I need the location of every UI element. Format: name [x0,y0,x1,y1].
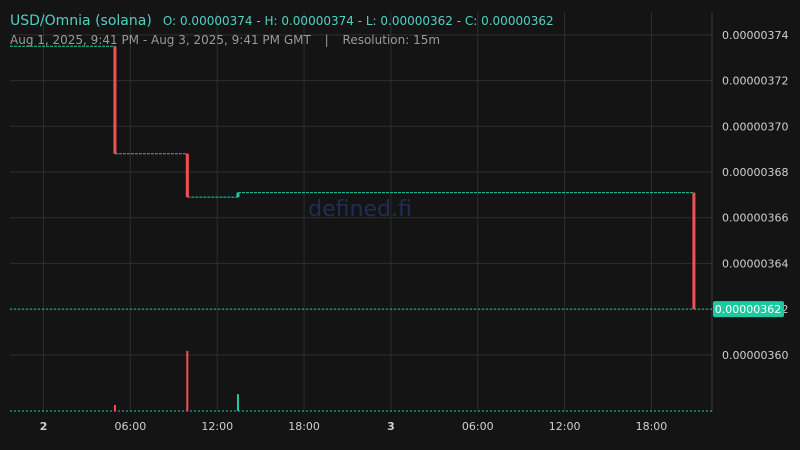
x-tick-label: 12:00 [201,420,233,433]
y-tick-label: 0.00000372 [722,75,788,88]
x-tick-label: 3 [387,420,395,433]
chart-header: USD/Omnia (solana) O: 0.00000374 - H: 0.… [10,10,554,29]
pair-title: USD/Omnia (solana) [10,13,152,29]
y-tick-label: 0.00000364 [722,257,788,270]
last-price-tag [713,301,784,318]
candle[interactable] [185,153,189,198]
header-separator: | [324,33,329,47]
x-tick-label: 12:00 [549,420,581,433]
y-tick-label: 0.00000360 [722,349,788,362]
candle[interactable] [113,46,117,154]
y-tick-label: 0.00000368 [722,166,788,179]
last-price-tag-label: 0.00000362 [715,303,781,316]
chart-subheader: Aug 1, 2025, 9:41 PM - Aug 3, 2025, 9:41… [10,33,440,47]
x-tick-label: 18:00 [288,420,320,433]
watermark-text: defined.fi [308,197,412,222]
volume-bar [186,351,189,411]
volume-bar [113,405,116,411]
x-tick-label: 06:00 [115,420,147,433]
y-tick-label: 0.00000370 [722,120,788,133]
x-tick-label: 06:00 [462,420,494,433]
resolution-label: Resolution: 15m [342,33,441,47]
candle[interactable] [692,192,696,310]
y-tick-label: 0.00000374 [722,29,788,42]
candle[interactable] [236,192,240,198]
volume-bar [236,394,239,411]
ohlc-readout: O: 0.00000374 - H: 0.00000374 - L: 0.000… [162,14,554,28]
x-tick-label: 18:00 [636,420,668,433]
date-range: Aug 1, 2025, 9:41 PM - Aug 3, 2025, 9:41… [10,33,311,47]
x-tick-label: 2 [40,420,48,433]
y-tick-label: 0.00000366 [722,212,788,225]
